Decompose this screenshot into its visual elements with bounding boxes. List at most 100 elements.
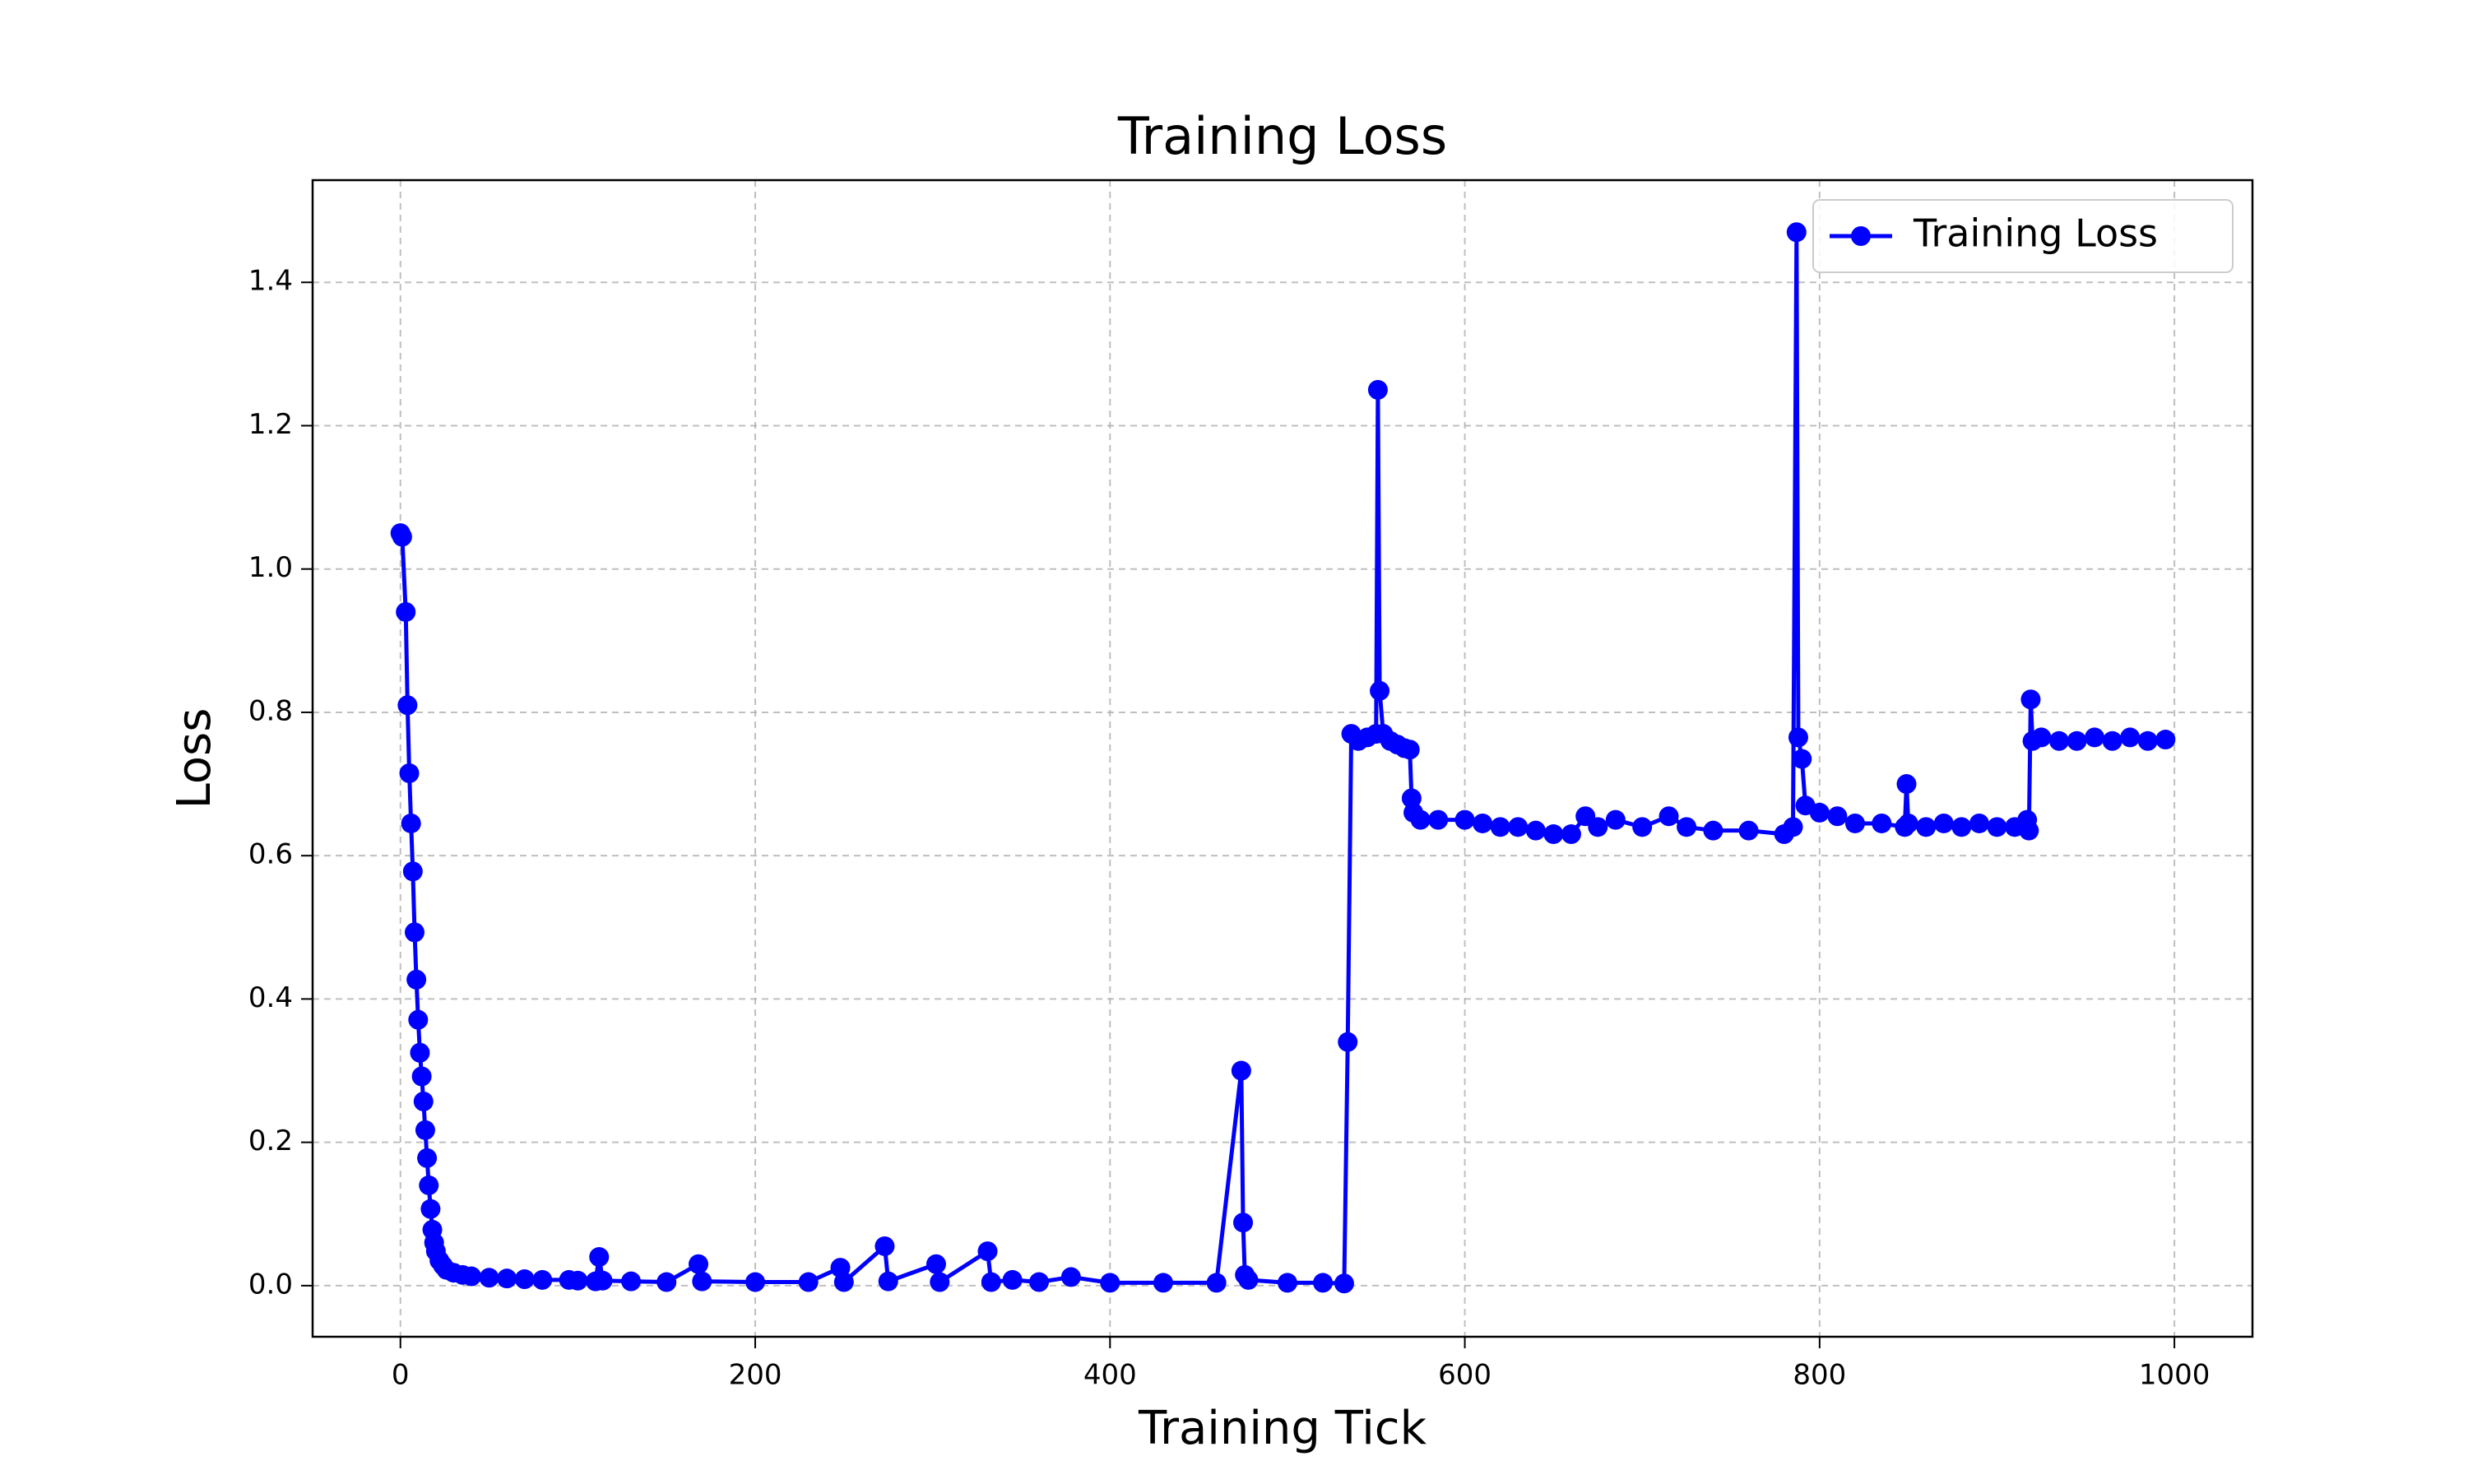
point bbox=[397, 695, 418, 716]
point bbox=[415, 1120, 435, 1140]
y-tick-label: 0.0 bbox=[248, 1268, 293, 1301]
point bbox=[2020, 689, 2041, 710]
point bbox=[926, 1254, 946, 1274]
x-tick-label: 0 bbox=[392, 1359, 410, 1392]
point bbox=[2137, 730, 2158, 751]
point bbox=[1561, 824, 1581, 845]
point bbox=[1605, 809, 1626, 830]
x-axis-label: Training Tick bbox=[1138, 1402, 1427, 1455]
point bbox=[406, 969, 427, 990]
point bbox=[592, 1270, 613, 1291]
point bbox=[1338, 1032, 1358, 1052]
y-tick-label: 1.2 bbox=[248, 408, 293, 441]
point bbox=[1872, 813, 1892, 833]
point bbox=[1916, 817, 1937, 837]
point bbox=[1809, 802, 1830, 823]
point bbox=[2102, 730, 2122, 751]
point bbox=[1313, 1273, 1334, 1293]
point bbox=[1786, 222, 1807, 243]
point bbox=[1543, 824, 1564, 845]
point bbox=[981, 1272, 1001, 1292]
y-tick-label: 0.2 bbox=[248, 1125, 293, 1157]
point bbox=[419, 1175, 439, 1195]
point bbox=[689, 1254, 709, 1274]
point bbox=[417, 1148, 438, 1168]
point bbox=[798, 1272, 819, 1292]
point bbox=[1410, 809, 1431, 830]
point bbox=[1987, 817, 2007, 837]
point bbox=[2019, 820, 2039, 841]
point bbox=[1951, 817, 1972, 837]
point bbox=[1002, 1269, 1023, 1290]
point bbox=[404, 922, 424, 943]
point bbox=[1844, 813, 1865, 833]
legend-label: Training Loss bbox=[1913, 211, 2158, 256]
point bbox=[1473, 813, 1493, 833]
point bbox=[1792, 749, 1812, 769]
point bbox=[2067, 730, 2087, 751]
y-tick-label: 1.0 bbox=[248, 551, 293, 584]
chart-title: Training Loss bbox=[1117, 106, 1447, 166]
point bbox=[399, 763, 420, 783]
point bbox=[2048, 730, 2069, 751]
legend-box bbox=[1812, 199, 2234, 273]
x-tick-label: 200 bbox=[729, 1359, 782, 1392]
point bbox=[878, 1271, 898, 1292]
point bbox=[413, 1091, 434, 1111]
point bbox=[461, 1266, 481, 1287]
point bbox=[1231, 1060, 1251, 1081]
point bbox=[532, 1269, 553, 1290]
series-line bbox=[398, 230, 2166, 1286]
point bbox=[589, 1247, 610, 1268]
point bbox=[2085, 727, 2105, 748]
point bbox=[1632, 817, 1653, 837]
point bbox=[2155, 730, 2176, 750]
point bbox=[1677, 817, 1697, 837]
point bbox=[656, 1272, 677, 1292]
point bbox=[479, 1268, 499, 1288]
point bbox=[1233, 1213, 1254, 1233]
point bbox=[568, 1270, 588, 1291]
point bbox=[621, 1271, 642, 1292]
point bbox=[1788, 727, 1808, 748]
point bbox=[420, 1199, 441, 1219]
point bbox=[1933, 813, 1954, 833]
y-tick-label: 0.8 bbox=[248, 694, 293, 727]
x-tick-label: 600 bbox=[1438, 1359, 1491, 1392]
point bbox=[1896, 774, 1917, 795]
point bbox=[1277, 1273, 1297, 1293]
point bbox=[1525, 820, 1546, 841]
y-axis-label: Loss bbox=[168, 708, 221, 809]
point bbox=[1428, 809, 1449, 830]
point bbox=[1703, 820, 1723, 841]
point bbox=[1969, 813, 1989, 833]
point bbox=[411, 1066, 432, 1087]
legend-marker bbox=[1851, 226, 1871, 246]
point bbox=[408, 1009, 429, 1030]
point bbox=[1454, 809, 1475, 830]
point bbox=[1370, 680, 1390, 701]
point bbox=[1206, 1273, 1227, 1293]
point bbox=[1367, 379, 1388, 400]
y-tick-label: 1.4 bbox=[248, 265, 293, 298]
point bbox=[1060, 1267, 1081, 1287]
point bbox=[1490, 817, 1510, 837]
point bbox=[410, 1042, 430, 1063]
point bbox=[497, 1268, 517, 1289]
x-tick-label: 800 bbox=[1793, 1359, 1846, 1392]
point bbox=[402, 861, 423, 882]
point bbox=[692, 1271, 712, 1292]
point bbox=[1029, 1272, 1050, 1292]
point bbox=[1334, 1273, 1354, 1294]
point bbox=[1153, 1273, 1173, 1293]
point bbox=[874, 1236, 895, 1256]
point bbox=[1238, 1269, 1259, 1290]
point bbox=[2031, 727, 2052, 748]
point bbox=[1100, 1273, 1120, 1293]
point bbox=[977, 1241, 998, 1262]
point bbox=[833, 1272, 854, 1292]
point bbox=[2120, 727, 2141, 748]
point bbox=[1658, 806, 1679, 827]
